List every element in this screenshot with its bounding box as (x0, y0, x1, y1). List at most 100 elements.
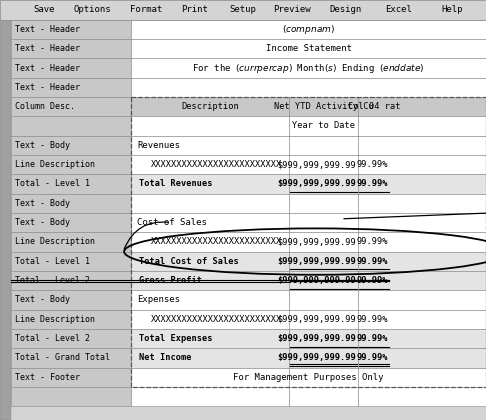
Text: Save: Save (33, 5, 54, 14)
Bar (11, 252, 131, 271)
Text: Text - Header: Text - Header (15, 63, 80, 73)
Bar (11, 78, 131, 97)
Text: Text - Footer: Text - Footer (15, 373, 80, 382)
Text: $999,999,999.99: $999,999,999.99 (278, 334, 356, 343)
Text: Setup: Setup (229, 5, 257, 14)
Text: $999,999,999.99: $999,999,999.99 (278, 179, 356, 189)
Bar (131, 310, 486, 329)
Text: $(compnam)$: $(compnam)$ (282, 23, 335, 36)
Text: Total - Level 1: Total - Level 1 (15, 257, 90, 266)
Text: Total - Level 2: Total - Level 2 (15, 334, 90, 343)
Bar (11, 136, 131, 155)
Bar (11, 348, 131, 368)
Text: $999,999,999.99: $999,999,999.99 (278, 315, 356, 324)
Text: Column Desc.: Column Desc. (15, 102, 75, 111)
Text: Net Income: Net Income (139, 353, 191, 362)
Text: Text - Body: Text - Body (15, 141, 69, 150)
Bar (11, 39, 131, 58)
Text: Expenses: Expenses (137, 295, 180, 304)
Text: Print: Print (181, 5, 208, 14)
Bar (131, 387, 486, 406)
Bar (131, 194, 486, 213)
Bar (11, 58, 131, 78)
Text: Preview: Preview (273, 5, 311, 14)
Bar (11, 194, 131, 213)
Bar (11, 213, 131, 232)
Bar (131, 348, 486, 368)
Text: $999,999,999.99: $999,999,999.99 (278, 353, 356, 362)
Text: Gross Profit: Gross Profit (139, 276, 202, 285)
Text: $999,999,999.99: $999,999,999.99 (278, 276, 356, 285)
Bar (131, 58, 486, 78)
Text: Text - Body: Text - Body (15, 295, 69, 304)
Text: For Management Purposes Only: For Management Purposes Only (233, 373, 384, 382)
Bar (11, 290, 131, 310)
Text: Total Revenues: Total Revenues (139, 179, 213, 189)
Text: Year to Date: Year to Date (292, 121, 355, 131)
Text: 99.99%: 99.99% (357, 334, 388, 343)
Bar (131, 97, 486, 116)
Text: Net YTD Activity Cu: Net YTD Activity Cu (274, 102, 374, 111)
Text: Text - Body: Text - Body (15, 199, 69, 208)
Bar (131, 232, 486, 252)
Bar (131, 213, 486, 232)
Bar (131, 116, 486, 136)
Bar (11, 174, 131, 194)
Text: $999,999,999.99: $999,999,999.99 (278, 160, 356, 169)
Text: 99.99%: 99.99% (357, 257, 388, 266)
Bar (11, 116, 131, 136)
Text: Help: Help (441, 5, 463, 14)
Text: Total - Level 2: Total - Level 2 (15, 276, 90, 285)
Text: Design: Design (329, 5, 361, 14)
Text: 99.99%: 99.99% (357, 353, 388, 362)
Text: Col 04 rat: Col 04 rat (348, 102, 400, 111)
Bar (131, 271, 486, 290)
Bar (11, 387, 131, 406)
Text: Options: Options (73, 5, 111, 14)
Text: XXXXXXXXXXXXXXXXXXXXXXXXX: XXXXXXXXXXXXXXXXXXXXXXXXX (151, 237, 282, 247)
Text: Format: Format (130, 5, 162, 14)
Text: XXXXXXXXXXXXXXXXXXXXXXXXX: XXXXXXXXXXXXXXXXXXXXXXXXX (151, 160, 282, 169)
Text: Line Description: Line Description (15, 315, 95, 324)
Bar (11, 155, 131, 174)
Bar (131, 39, 486, 58)
Text: Line Description: Line Description (15, 160, 95, 169)
Text: Text - Header: Text - Header (15, 44, 80, 53)
Text: Text - Header: Text - Header (15, 25, 80, 34)
Text: Text - Body: Text - Body (15, 218, 69, 227)
Text: Total Expenses: Total Expenses (139, 334, 213, 343)
Bar (131, 155, 486, 174)
Text: Total Cost of Sales: Total Cost of Sales (139, 257, 239, 266)
Text: 99.99%: 99.99% (357, 160, 388, 169)
Bar (131, 97, 486, 387)
Text: Line Description: Line Description (15, 237, 95, 247)
Text: Revenues: Revenues (137, 141, 180, 150)
Bar (11, 97, 131, 116)
Text: 99.99%: 99.99% (357, 237, 388, 247)
Bar (11, 20, 131, 39)
Bar (131, 290, 486, 310)
Bar (11, 310, 131, 329)
Bar (11, 329, 131, 348)
Bar (11, 232, 131, 252)
Text: For the $(currper cap)$ Month$(s)$ Ending $(enddate)$: For the $(currper cap)$ Month$(s)$ Endin… (192, 62, 425, 74)
Text: XXXXXXXXXXXXXXXXXXXXXXXXX: XXXXXXXXXXXXXXXXXXXXXXXXX (151, 315, 282, 324)
Text: Cost of Sales: Cost of Sales (137, 218, 207, 227)
Text: 99.99%: 99.99% (357, 276, 388, 285)
Bar (11, 368, 131, 387)
Text: Text - Header: Text - Header (15, 83, 80, 92)
Bar (0, 20, 11, 420)
Bar (131, 329, 486, 348)
Bar (131, 252, 486, 271)
Text: 99.99%: 99.99% (357, 179, 388, 189)
Text: Description: Description (181, 102, 239, 111)
Bar (131, 368, 486, 387)
Text: Total - Level 1: Total - Level 1 (15, 179, 90, 189)
Text: 99.99%: 99.99% (357, 315, 388, 324)
Bar (0, 0, 486, 20)
Bar (131, 174, 486, 194)
Bar (131, 20, 486, 39)
Text: Total - Grand Total: Total - Grand Total (15, 353, 110, 362)
Text: Excel: Excel (385, 5, 412, 14)
Text: $999,999,999.99: $999,999,999.99 (278, 257, 356, 266)
